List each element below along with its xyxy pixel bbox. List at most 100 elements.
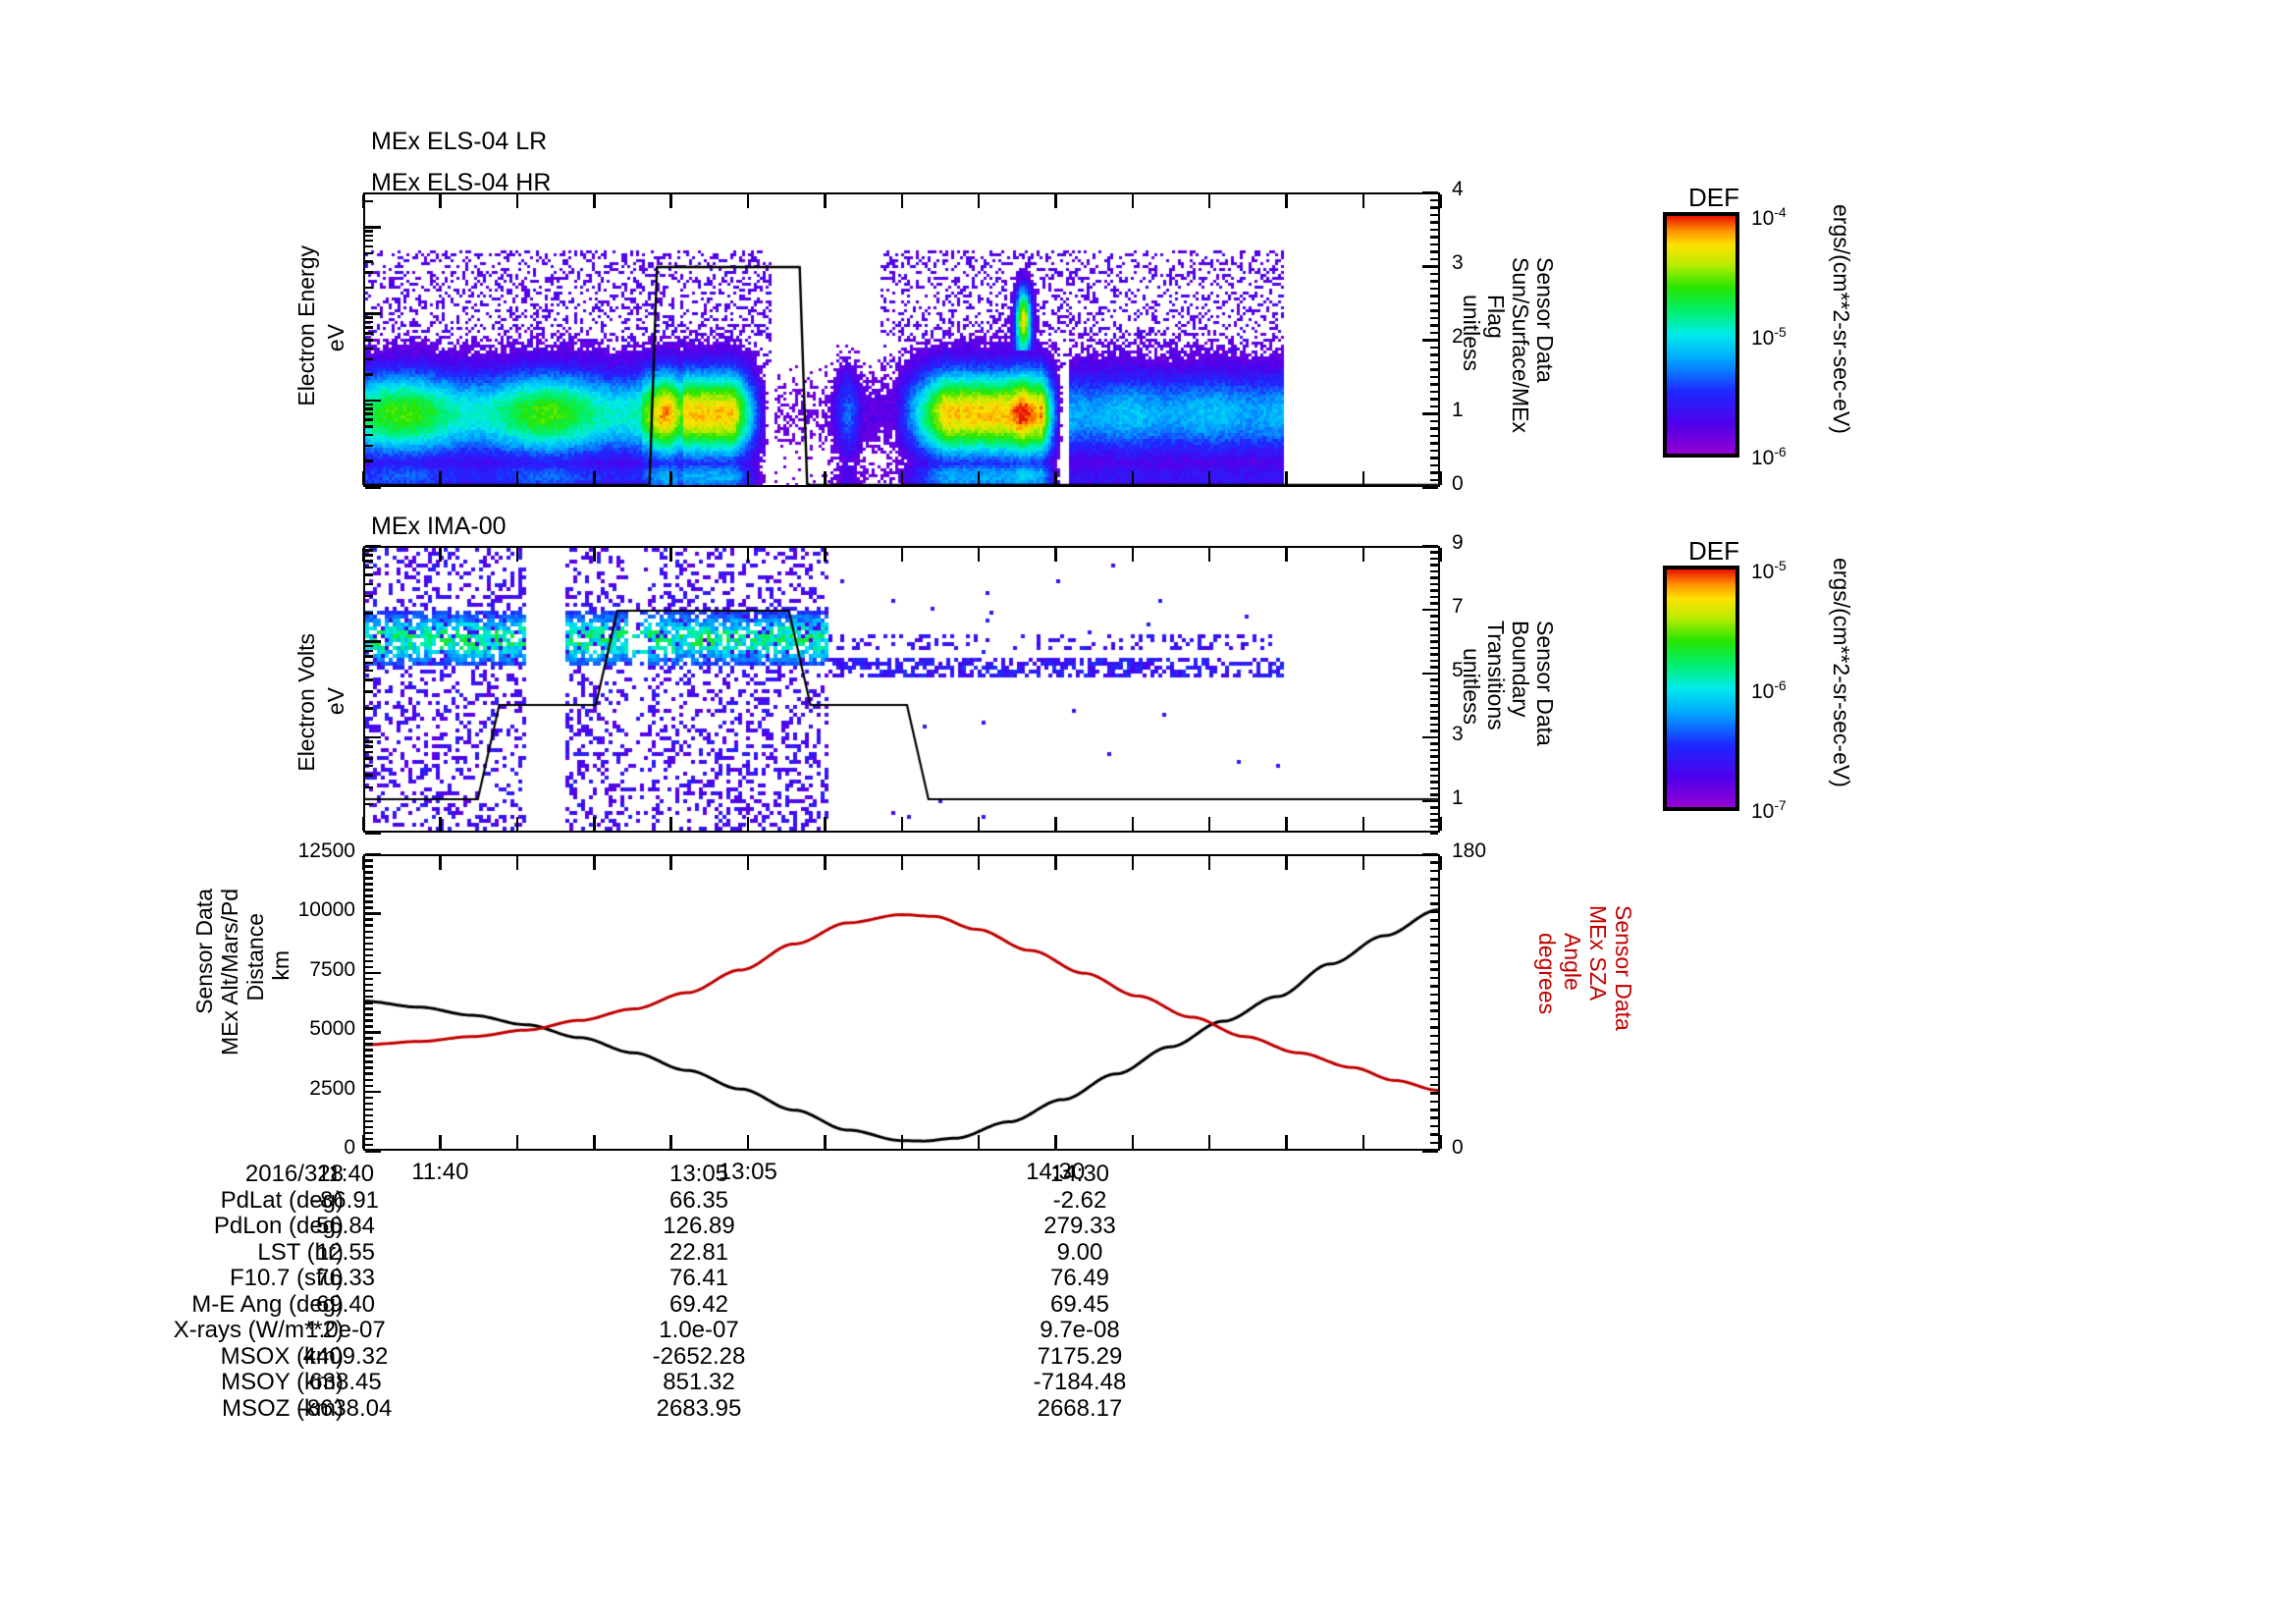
- panel2-xtick-bottom: [362, 817, 365, 831]
- panel2-right-ytick: [1430, 691, 1438, 694]
- panel3-left-ytick: [365, 1001, 373, 1004]
- panel3-right-ytick: [1430, 1100, 1438, 1104]
- panel2-xtick-top: [746, 548, 750, 562]
- panel2-right-ytick: [1430, 659, 1438, 663]
- panel3-line-canvas: [365, 856, 1438, 1149]
- panel1-right-ytick: [1430, 368, 1438, 371]
- table-row-label: 2016/328: [244, 1161, 344, 1187]
- panel1-right-ytick: [1430, 478, 1438, 481]
- panel3-left-ytick: [365, 942, 373, 946]
- panel1-xtick-bottom: [1131, 471, 1135, 485]
- panel1-ytick: [365, 251, 373, 255]
- panel1-ylabel-line2: eV: [323, 324, 348, 352]
- panel2-ytick: [365, 573, 373, 576]
- panel3-right-ylabel: Sensor Data: [1610, 905, 1636, 1037]
- colorbar2-top-label: 10-5: [1751, 558, 1787, 583]
- panel3-right-ytick: [1430, 976, 1438, 980]
- panel1-right-ytick-label: 0: [1452, 472, 1464, 495]
- panel3-right-ytick-label: 0: [1452, 1136, 1464, 1159]
- panel2-xtick-top: [362, 548, 365, 562]
- panel1-xtick-bottom: [1054, 471, 1057, 485]
- panel3-xtick-top: [669, 856, 672, 870]
- panel1-ytick: [365, 312, 381, 315]
- panel2-right-ytick: [1422, 545, 1438, 548]
- table-cell-c3: 69.45: [1049, 1290, 1110, 1318]
- panel2-xtick-bottom: [746, 817, 750, 831]
- panel3-left-ytick: [365, 1078, 373, 1082]
- panel1-xtick-bottom: [1362, 471, 1365, 485]
- panel3-right-ytick: [1430, 902, 1438, 905]
- panel3-left-ytick: [365, 924, 373, 927]
- panel2-ytick: [365, 832, 381, 835]
- panel3-left-ytick: [365, 1125, 373, 1129]
- panel3-left-ytick: [365, 983, 373, 987]
- table-cell-c3: 9.00: [1056, 1238, 1103, 1266]
- panel2-xtick-bottom: [439, 817, 442, 831]
- panel3-right-ytick-label: 180: [1452, 839, 1487, 862]
- panel3-xtick-top: [439, 856, 442, 870]
- panel1-right-ytick-label: 3: [1452, 251, 1464, 274]
- panel2-ytick: [365, 669, 373, 673]
- panel2-right-ytick: [1430, 832, 1438, 835]
- panel1-xtick-top: [900, 194, 903, 208]
- panel3-right-ytick: [1430, 927, 1438, 930]
- panel2-right-ytick: [1430, 793, 1438, 796]
- panel3-left-ytick: [365, 1084, 373, 1088]
- panel3-left-ytick-label: 7500: [309, 957, 355, 981]
- panel3-right-ytick: [1430, 1133, 1438, 1136]
- panel1-xtick-top: [1362, 194, 1365, 208]
- panel3-left-ytick: [365, 1019, 373, 1022]
- panel3-xtick-top: [977, 856, 981, 870]
- panel1-right-ytick-label: 1: [1452, 399, 1464, 421]
- panel2-right-ytick: [1430, 748, 1438, 752]
- panel2-right-ytick: [1422, 608, 1438, 612]
- table-cell-c2: 76.41: [668, 1265, 729, 1291]
- panel3-left-ytick: [365, 1043, 373, 1046]
- panel3-right-ylabel-wrap4: degrees: [1533, 933, 1560, 1020]
- panel1-xtick-top: [824, 194, 827, 208]
- panel2-right-ytick: [1430, 666, 1438, 669]
- panel2-right-ytick: [1422, 672, 1438, 676]
- table-cell-c3: 14:30: [1049, 1161, 1110, 1187]
- table-cell-c3: -7184.48: [1033, 1369, 1127, 1395]
- panel1-right-ytick-label: 2: [1452, 325, 1464, 348]
- panel1-right-ytick: [1430, 236, 1438, 239]
- colorbar1-mid-label: 10-5: [1751, 324, 1787, 350]
- panel1-ytick: [365, 407, 373, 410]
- panel3-left-ytick: [365, 889, 373, 892]
- panel2-right-ylabel-wrap2: Boundary: [1507, 621, 1533, 723]
- colorbar2-mid-label: 10-6: [1751, 677, 1787, 703]
- table-cell-c1: -86.91: [311, 1186, 380, 1214]
- table-cell-c1: 11:40: [316, 1161, 375, 1187]
- panel1-right-ylabel-wrap2: Sun/Surface/MEx: [1507, 257, 1533, 439]
- panel3-left-ytick: [365, 859, 373, 862]
- panel2-xtick-top: [593, 548, 596, 562]
- panel1-ytick: [365, 271, 373, 274]
- panel2-right-ytick: [1430, 812, 1438, 816]
- panel3-right-ytick: [1430, 1001, 1438, 1004]
- table-row-label: MSOX (km): [220, 1342, 344, 1370]
- table-cell-c1: 76.33: [315, 1265, 376, 1291]
- panel2-right-ytick-label: 5: [1452, 658, 1464, 681]
- panel2-right-ylabel-wrap4: unitless: [1458, 648, 1484, 730]
- panel2-right-ytick: [1430, 819, 1438, 822]
- panel3-xtick-bottom: [977, 1135, 981, 1149]
- panel3-right-ylabel-line2: MEx SZA: [1584, 905, 1611, 1001]
- table-cell-c3: 76.49: [1049, 1265, 1110, 1291]
- panel1-ytick: [365, 403, 373, 406]
- panel2-right-ytick: [1422, 735, 1438, 739]
- panel1-right-ytick: [1430, 427, 1438, 430]
- panel1-right-ytick: [1430, 301, 1438, 304]
- panel3-right-ytick: [1430, 960, 1438, 963]
- panel3-right-ytick: [1430, 886, 1438, 890]
- panel2-ytick: [365, 612, 373, 615]
- panel3-xtick-top: [1285, 856, 1288, 870]
- panel1-xtick-bottom: [746, 471, 750, 485]
- panel2-right-ylabel-line3: Transitions: [1482, 621, 1509, 730]
- panel2-right-ytick: [1422, 799, 1438, 803]
- panel2-xtick-bottom: [1054, 817, 1057, 831]
- panel2-xtick-bottom: [1131, 817, 1135, 831]
- panel2-xtick-bottom: [1285, 817, 1288, 831]
- panel1-xtick-top: [1207, 194, 1211, 208]
- panel1-ytick: [365, 332, 373, 335]
